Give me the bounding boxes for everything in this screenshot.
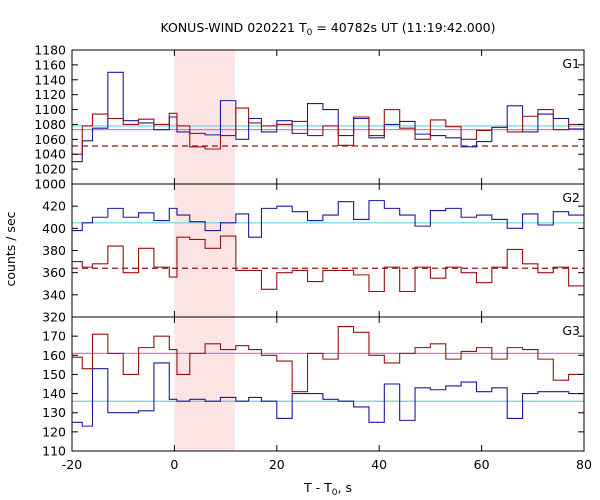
x-tick-label: -20 [62, 457, 82, 472]
panel-g1: 1000102010401060108011001120114011601180… [34, 43, 585, 192]
x-axis-label-part-1: T - T [303, 480, 332, 495]
series-step-line-0 [72, 71, 584, 163]
y-tick-label: 1080 [34, 117, 66, 132]
x-tick-label: 20 [269, 457, 285, 472]
y-tick-label: 110 [42, 444, 66, 459]
chart-title-subscript: 0 [307, 28, 313, 38]
y-tick-label: 130 [42, 405, 66, 420]
series-step-line-1 [72, 107, 584, 155]
y-tick-label: 170 [42, 329, 66, 344]
x-axis-label: T - T0, s [303, 480, 352, 498]
y-tick-label: 340 [42, 287, 66, 302]
highlight-band [174, 317, 235, 451]
chart-title: KONUS-WIND 020221 T0 = 40782s UT (11:19:… [160, 20, 495, 38]
panel-plot-area [72, 71, 584, 163]
highlight-band [174, 184, 235, 317]
series-step-line-0 [72, 362, 584, 427]
x-axis-label-subscript: 0 [332, 488, 338, 498]
series-step-line-1 [72, 326, 584, 393]
y-tick-label: 1160 [34, 57, 66, 72]
chart-title-part-1: KONUS-WIND 020221 T [160, 20, 306, 35]
y-tick-label: 320 [42, 310, 66, 325]
panel-g3: 110 120 130 140 150 160 170 -20 0 20 40 60 80 G3 [42, 316, 592, 472]
panel-label: G3 [562, 323, 580, 338]
x-tick-label: 40 [371, 457, 387, 472]
series-step-line-1 [72, 235, 584, 293]
x-axis-label-part-2: , s [338, 480, 352, 495]
series-step-line-0 [72, 200, 584, 238]
x-tick-label: 60 [474, 457, 490, 472]
y-tick-label: 1140 [34, 72, 66, 87]
y-tick-label: 1020 [34, 162, 66, 177]
panel-label: G1 [562, 56, 580, 71]
y-tick-label: 120 [42, 424, 66, 439]
y-tick-label: 1040 [34, 147, 66, 162]
x-tick-label: 80 [576, 457, 592, 472]
y-tick-label: 360 [42, 265, 66, 280]
y-axis-label: counts / sec [3, 211, 18, 286]
chart-title-part-2: = 40782s UT (11:19:42.000) [312, 20, 495, 35]
y-tick-label: 160 [42, 348, 66, 363]
panel-plot-area [72, 200, 584, 293]
panel-frame [71, 316, 585, 452]
y-tick-label: 1060 [34, 132, 66, 147]
highlight-band [174, 50, 235, 184]
panel-plot-area [72, 326, 584, 427]
panel-label: G2 [562, 190, 580, 205]
y-tick-label: 1120 [34, 87, 66, 102]
y-tick-label: 420 [42, 199, 66, 214]
x-tick-label: 0 [170, 457, 178, 472]
y-tick-label: 140 [42, 386, 66, 401]
y-tick-label: 1100 [34, 102, 66, 117]
panel-g2: 320 340 360 380 400 420 G2 [42, 183, 585, 325]
y-tick-label: 400 [42, 221, 66, 236]
y-tick-label: 380 [42, 243, 66, 258]
y-tick-label: 150 [42, 367, 66, 382]
y-tick-label: 1180 [34, 43, 66, 58]
y-tick-label: 1000 [34, 177, 66, 192]
